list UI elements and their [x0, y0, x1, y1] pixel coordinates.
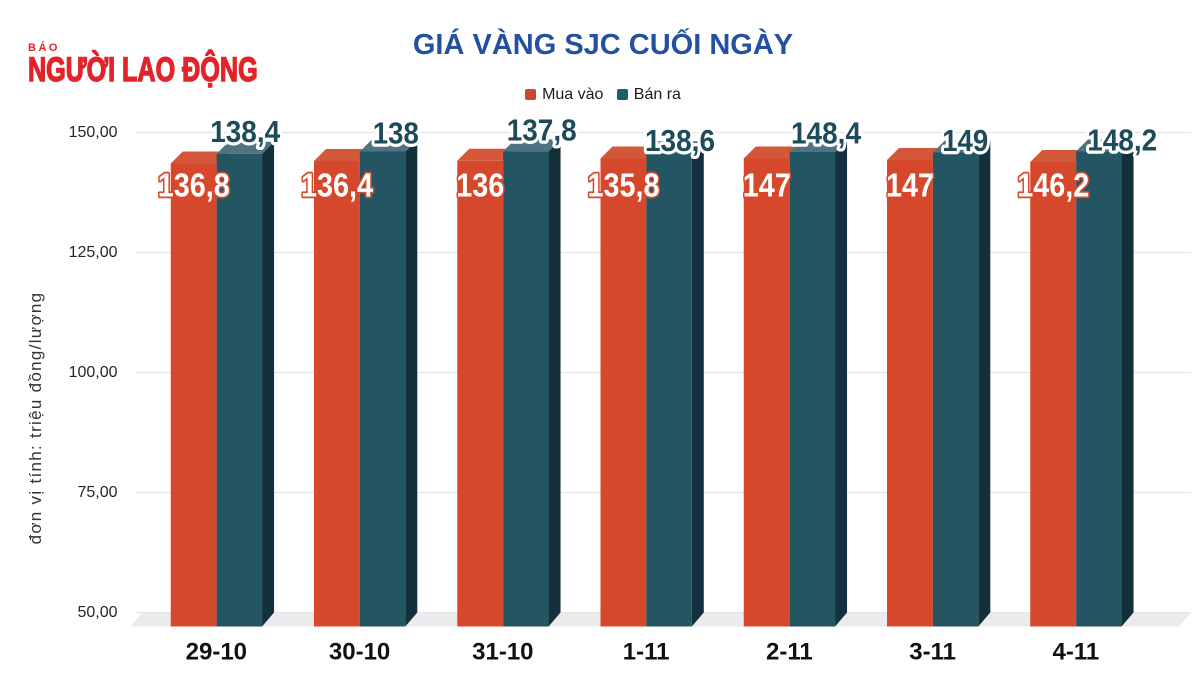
svg-text:29-10: 29-10: [186, 639, 247, 666]
svg-text:50,00: 50,00: [77, 604, 117, 621]
svg-text:135,8: 135,8: [588, 167, 660, 204]
svg-text:136: 136: [456, 167, 504, 204]
svg-text:138,6: 138,6: [645, 123, 715, 158]
svg-text:138,4: 138,4: [210, 114, 281, 149]
svg-text:3-11: 3-11: [909, 639, 956, 666]
svg-text:100,00: 100,00: [69, 364, 118, 381]
svg-text:4-11: 4-11: [1052, 639, 1099, 666]
svg-text:146,2: 146,2: [1017, 167, 1089, 204]
svg-text:138: 138: [373, 115, 419, 150]
svg-text:148,4: 148,4: [791, 115, 862, 150]
svg-text:148,2: 148,2: [1087, 122, 1157, 157]
svg-text:147: 147: [886, 167, 934, 204]
svg-text:75,00: 75,00: [77, 484, 117, 501]
svg-text:đơn vị tính: triệu đồng/lượng: đơn vị tính: triệu đồng/lượng: [26, 292, 45, 545]
svg-text:147: 147: [743, 167, 791, 204]
svg-text:136,8: 136,8: [158, 167, 230, 204]
svg-text:31-10: 31-10: [472, 639, 533, 666]
svg-text:136,4: 136,4: [301, 167, 374, 204]
svg-text:150,00: 150,00: [69, 124, 118, 141]
svg-text:137,8: 137,8: [507, 112, 577, 147]
svg-text:149: 149: [942, 123, 988, 158]
svg-text:1-11: 1-11: [623, 639, 670, 666]
svg-text:30-10: 30-10: [329, 639, 390, 666]
svg-text:125,00: 125,00: [69, 244, 118, 261]
svg-text:2-11: 2-11: [766, 639, 813, 666]
